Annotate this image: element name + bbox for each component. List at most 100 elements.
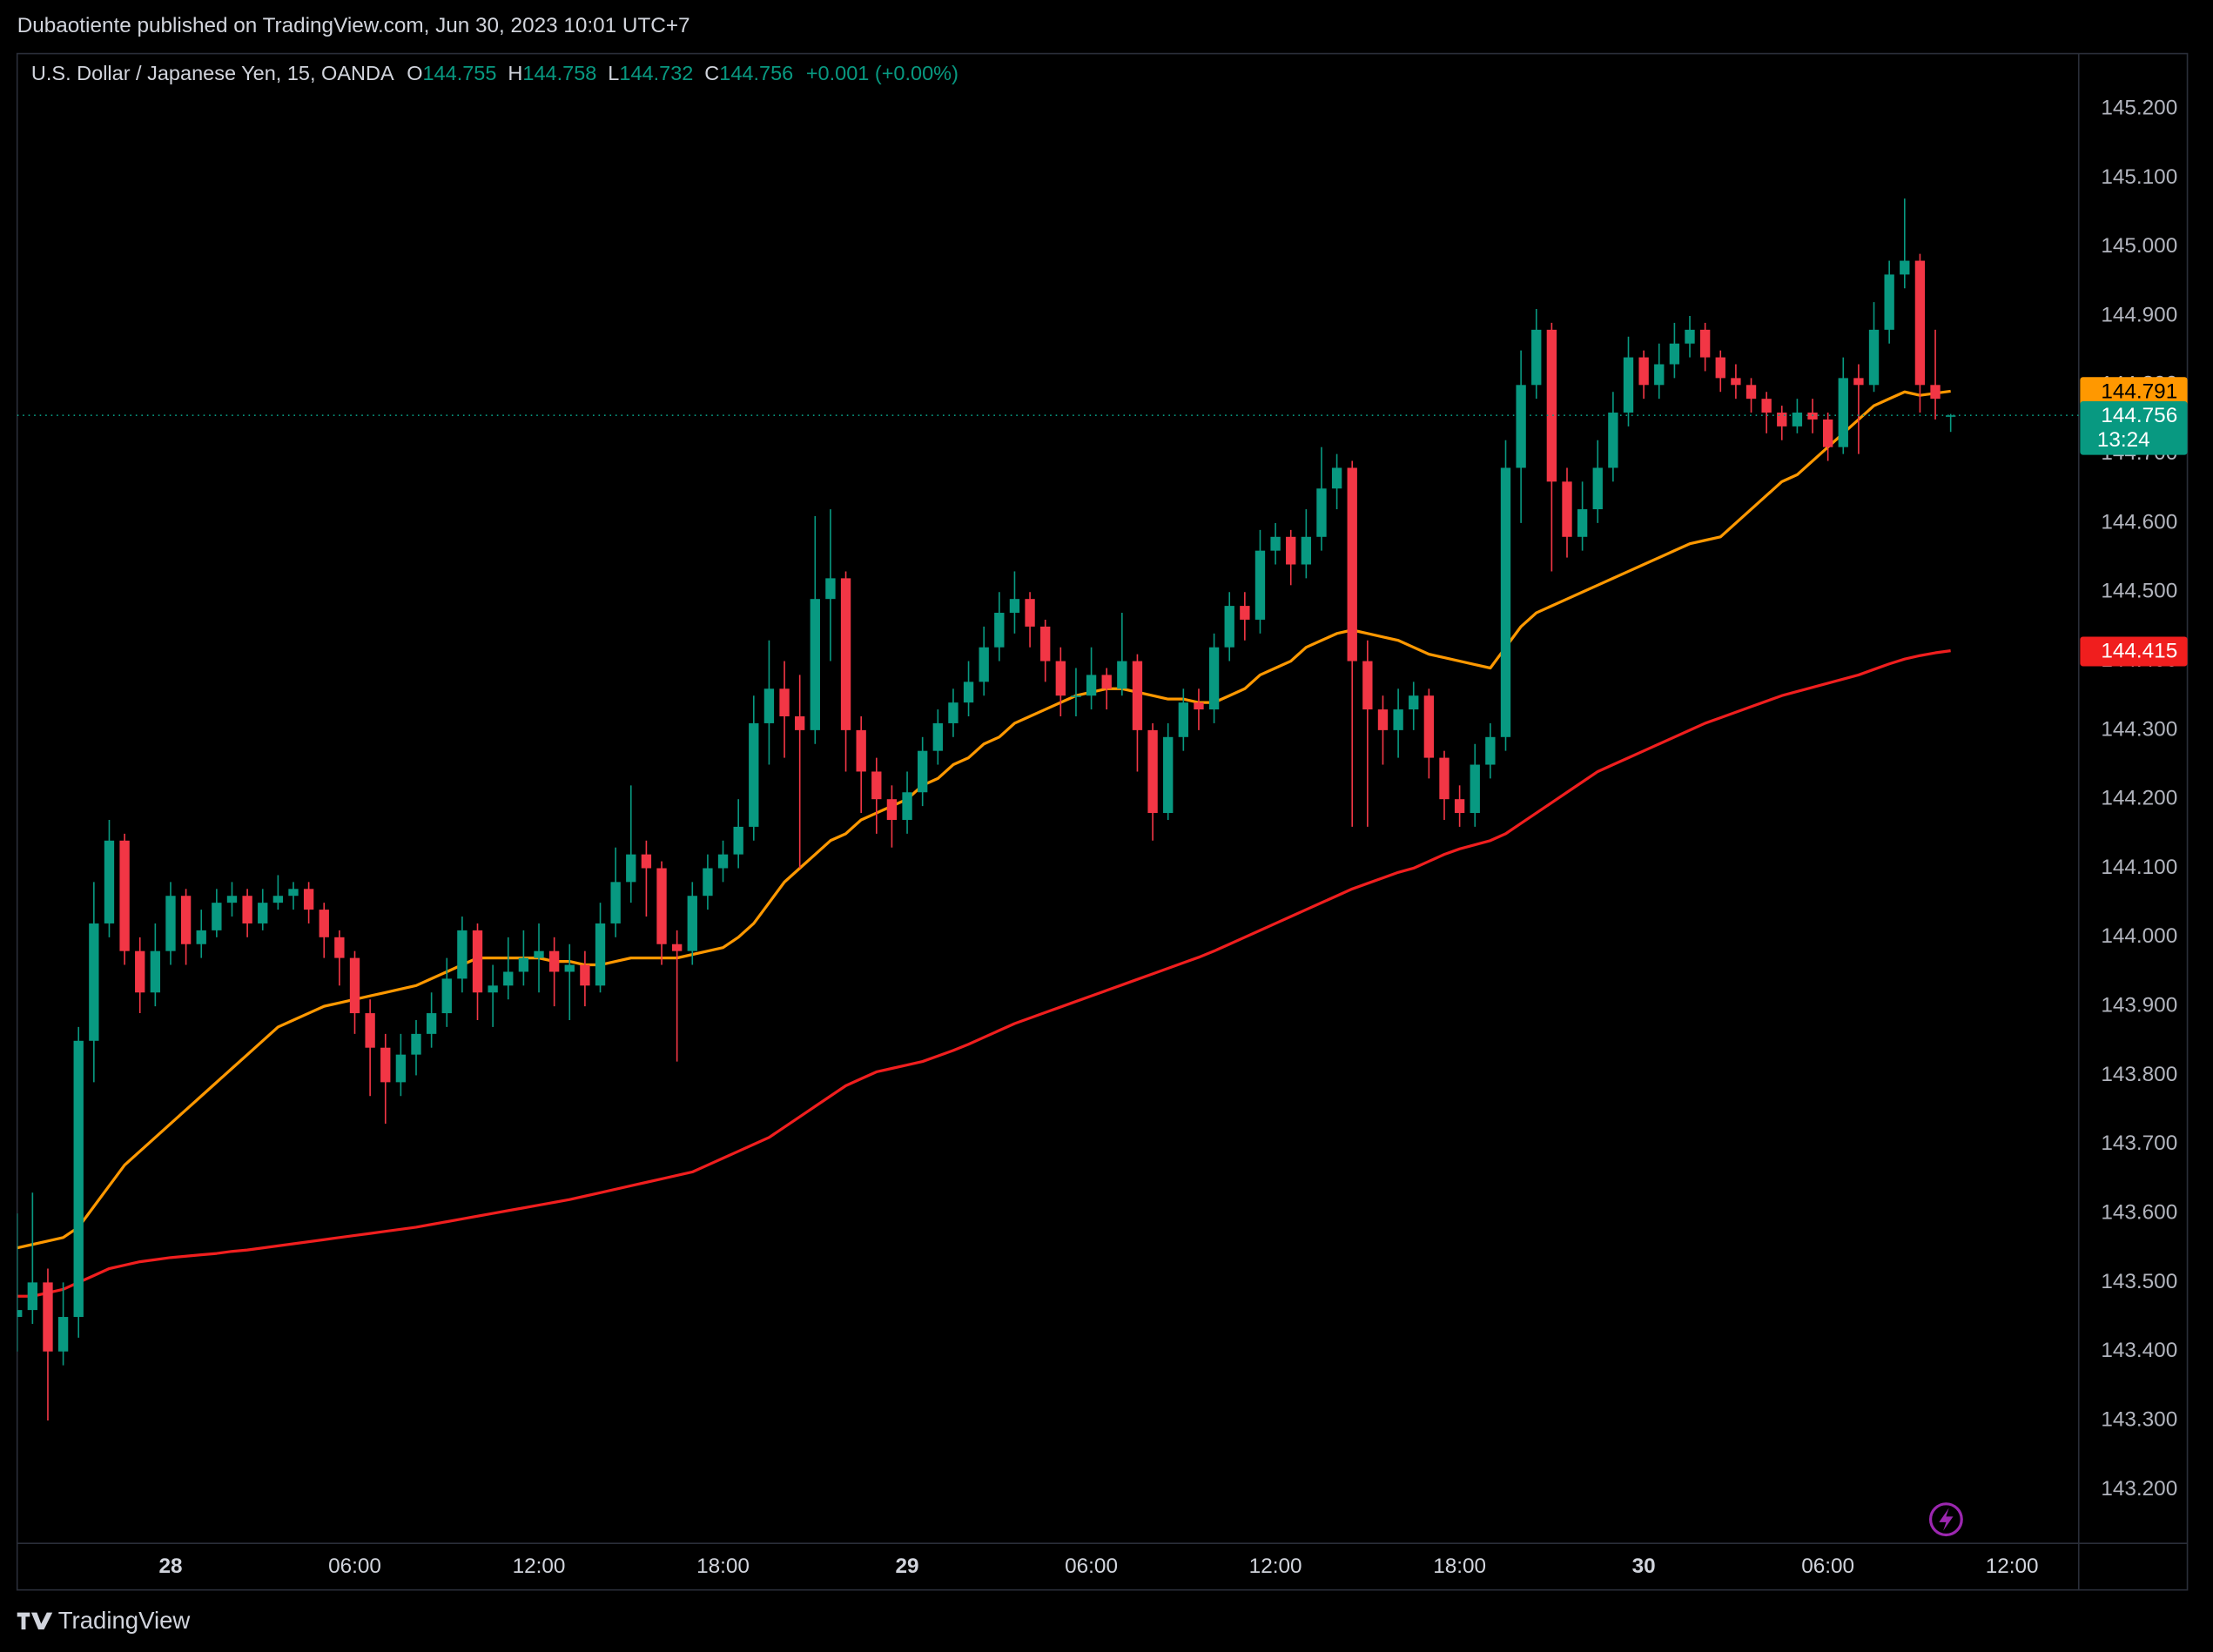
candle-body (1025, 599, 1035, 627)
candle-body (1500, 467, 1511, 737)
candle-body (365, 1013, 375, 1048)
y-tick-label: 145.200 (2101, 96, 2177, 119)
candle-body (258, 903, 268, 923)
brand: TradingView (17, 1607, 190, 1634)
legend-ohlc-label: H (508, 62, 522, 84)
candle-body (212, 903, 222, 930)
legend-change: +0.001 (+0.00%) (806, 62, 959, 84)
candle-body (749, 722, 759, 827)
candle-body (671, 944, 683, 951)
candle-body (226, 896, 238, 903)
candle-body (1147, 729, 1158, 814)
candle-body (963, 682, 974, 703)
candle-body (1546, 329, 1557, 482)
candle-body (1516, 385, 1526, 468)
candle-body (1454, 799, 1465, 814)
x-tick-label: 28 (158, 1555, 182, 1578)
candle-body (703, 868, 713, 897)
legend-symbol: U.S. Dollar / Japanese Yen, 15, OANDA (31, 62, 394, 84)
moving-average-line (17, 649, 1951, 1298)
candle-body (733, 826, 743, 855)
candle-body (1699, 329, 1711, 358)
candle-body (580, 964, 590, 986)
candle-body (272, 896, 284, 903)
candle-body (518, 957, 529, 972)
candle-body (1071, 695, 1081, 697)
x-tick-label: 18:00 (696, 1555, 750, 1578)
y-tick-label: 143.800 (2101, 1063, 2177, 1086)
x-tick-label: 30 (1632, 1555, 1656, 1578)
y-tick-label: 144.300 (2101, 717, 2177, 741)
candle-body (1040, 626, 1051, 661)
candle-body (1822, 419, 1833, 447)
legend-ohlc-label: C (704, 62, 719, 84)
candle-body (1470, 764, 1480, 814)
candle-body (457, 930, 467, 979)
candle-body (503, 971, 514, 986)
legend-ohlc-label: L (608, 62, 619, 84)
candle-body (1101, 675, 1112, 689)
candle-body (1531, 329, 1542, 386)
candle-body (871, 771, 882, 800)
candle-body (89, 923, 99, 1041)
candle-body (656, 868, 667, 944)
axes: 143.200 143.300 143.400 143.500 143.600 143.7… (158, 96, 2188, 1578)
candle-body (1853, 378, 1864, 386)
candle-body (1163, 736, 1174, 814)
publisher-header: Dubaotiente published on TradingView.com… (17, 14, 690, 37)
last-price-tag-box (2080, 400, 2188, 455)
candle-body (319, 910, 329, 937)
legend-ohlc-value: 144.756 (719, 62, 793, 84)
candle-body (763, 688, 775, 723)
legend-ohlc-value: 144.755 (422, 62, 496, 84)
candle-body (1792, 413, 1803, 426)
candle-body (303, 889, 314, 910)
candle-body (1685, 329, 1695, 344)
candle-body (534, 950, 544, 958)
brand-logo (17, 1612, 53, 1630)
icon-bolt (1939, 1508, 1954, 1531)
candle-body (794, 716, 805, 730)
legend: U.S. Dollar / Japanese Yen, 15, OANDA O14… (31, 62, 959, 84)
ma2-price-tag-box (2080, 636, 2188, 667)
candle-body (595, 923, 606, 986)
y-tick-label: 144.900 (2101, 303, 2177, 326)
y-tick-label: 143.200 (2101, 1477, 2177, 1501)
candle-body (441, 978, 452, 1014)
x-tick-label: 29 (896, 1555, 919, 1578)
candle-body (1930, 385, 1941, 400)
candle-body (1945, 415, 1956, 417)
candle-body (1254, 550, 1266, 620)
candle-body (1900, 260, 1910, 275)
candle-body (288, 889, 299, 897)
y-tick-label: 144.600 (2101, 510, 2177, 534)
candle-body (1286, 536, 1296, 565)
candle-body (564, 964, 575, 972)
candle-body (779, 688, 790, 717)
ma-price-tag-box (2080, 377, 2188, 407)
candle-body (1654, 364, 1665, 386)
candle-body (687, 896, 697, 951)
candle-body (349, 957, 360, 1014)
candle-body (1592, 467, 1603, 510)
legend-ohlc-label: O (407, 62, 422, 84)
candle-body (242, 896, 252, 923)
candle-body (57, 1317, 69, 1352)
candle-body (1669, 343, 1680, 365)
candle-body (1884, 274, 1894, 330)
candle-body (641, 854, 652, 869)
candle-body (932, 722, 943, 751)
candle-body (104, 840, 115, 923)
x-tick-label: 12:00 (1249, 1555, 1302, 1578)
candle-body (1331, 467, 1342, 489)
candle-body (1393, 709, 1403, 730)
candle-body (135, 950, 145, 993)
candle-body (1868, 329, 1880, 386)
y-tick-label: 143.900 (2101, 994, 2177, 1017)
legend-ohlc-value: 144.758 (522, 62, 596, 84)
candle-body (979, 647, 989, 682)
x-tick-label: 06:00 (328, 1555, 381, 1578)
candle-body (1914, 260, 1926, 386)
